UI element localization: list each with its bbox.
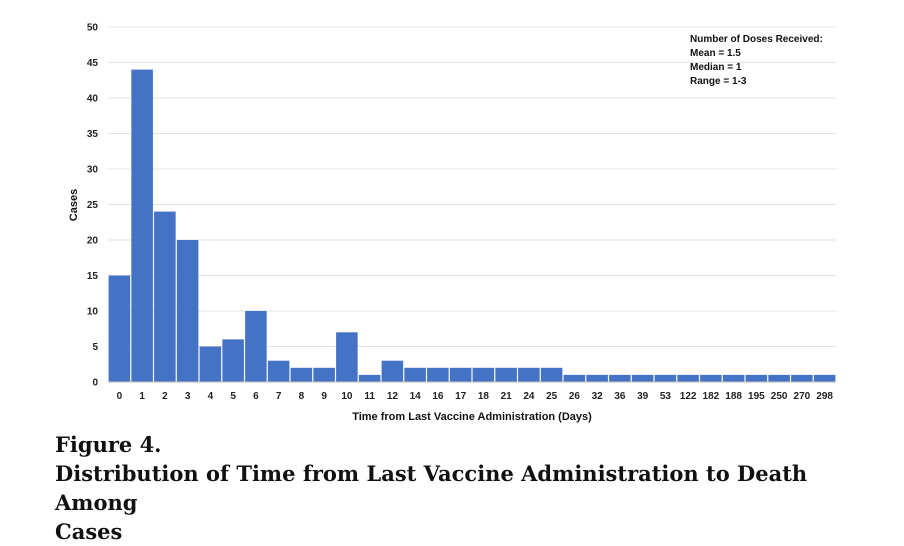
bar [381,360,404,382]
bar [245,311,267,382]
bars [108,69,836,382]
annotation-mean: Mean = 1.5 [690,48,741,59]
x-tick-label: 298 [816,391,833,402]
bar [472,367,495,382]
y-tick-label: 50 [87,23,99,34]
y-tick-label: 10 [87,307,99,318]
x-tick-label: 7 [276,391,282,402]
x-tick-label: 195 [748,391,765,402]
figure-title-line-1: Distribution of Time from Last Vaccine A… [55,461,808,515]
bar [540,367,563,382]
x-tick-label: 0 [117,391,123,402]
x-tick-label: 1 [139,391,145,402]
bar [745,374,768,382]
x-tick-label: 2 [162,391,168,402]
x-tick-label: 6 [253,391,259,402]
bar [404,367,426,382]
x-tick-label: 36 [614,391,626,402]
x-tick-label: 4 [208,391,214,402]
bar [131,69,153,382]
x-tick-label: 39 [637,391,649,402]
doses-annotation: Number of Doses Received: Mean = 1.5 Med… [690,34,823,87]
bar [313,367,335,382]
bar [336,332,358,382]
bar [427,367,449,382]
x-tick-label: 16 [432,391,444,402]
x-tick-label: 14 [410,391,422,402]
bar [358,374,381,382]
x-tick-label: 25 [546,391,558,402]
x-tick-label: 18 [478,391,490,402]
annotation-median: Median = 1 [690,62,742,73]
figure-label: Figure 4. [55,432,162,457]
y-tick-label: 30 [87,165,99,176]
x-tick-label: 12 [387,391,399,402]
x-tick-label: 10 [341,391,353,402]
bar [700,374,722,382]
chart: 0 5 10 15 20 25 30 35 40 45 50 0 1 2 3 4 5 6 7 8 9 10 11 12 14 1… [68,23,836,423]
x-tick-label: 17 [455,391,467,402]
figure-caption: Figure 4. Distribution of Time from Last… [55,430,895,546]
x-tick-label: 32 [592,391,604,402]
annotation-title: Number of Doses Received: [690,34,823,45]
bar [290,367,313,382]
gridlines [108,26,836,347]
x-tick-label: 21 [501,391,513,402]
bar [518,367,540,382]
x-axis-title: Time from Last Vaccine Administration (D… [352,411,592,423]
x-axis-ticks: 0 1 2 3 4 5 6 7 8 9 10 11 12 14 16 17 18 21 24 25 26 32 36 39 53… [117,391,834,402]
y-tick-label: 35 [87,129,99,140]
bar [677,374,699,382]
bar [722,374,745,382]
y-tick-label: 5 [92,342,98,353]
bar [813,374,836,382]
bar [791,374,813,382]
annotation-range: Range = 1-3 [690,76,747,87]
x-tick-label: 182 [703,391,720,402]
x-tick-label: 270 [794,391,811,402]
bar [563,374,586,382]
bar [176,240,199,382]
x-tick-label: 8 [299,391,305,402]
x-tick-label: 250 [771,391,788,402]
x-tick-label: 53 [660,391,672,402]
figure-title-line-2: Cases [55,519,123,544]
bar [609,374,631,382]
bar [154,211,176,382]
y-tick-label: 15 [87,271,99,282]
y-tick-label: 25 [87,200,99,211]
y-tick-label: 20 [87,236,99,247]
x-tick-label: 122 [680,391,697,402]
x-tick-label: 3 [185,391,191,402]
bar [768,374,790,382]
bar [495,367,517,382]
bar [631,374,654,382]
bar [222,339,244,382]
bar [267,360,290,382]
y-axis-title: Cases [68,189,80,221]
x-tick-label: 24 [523,391,535,402]
bar [199,346,222,382]
x-tick-label: 26 [569,391,581,402]
y-axis-ticks: 0 5 10 15 20 25 30 35 40 45 50 [87,23,99,389]
y-tick-label: 40 [87,94,99,105]
bar [654,374,677,382]
bar [449,367,472,382]
y-tick-label: 0 [92,378,98,389]
y-tick-label: 45 [87,58,99,69]
bar [586,374,608,382]
bar [108,275,131,382]
x-tick-label: 5 [230,391,236,402]
x-tick-label: 11 [364,391,375,402]
x-tick-label: 188 [725,391,742,402]
x-tick-label: 9 [321,391,327,402]
